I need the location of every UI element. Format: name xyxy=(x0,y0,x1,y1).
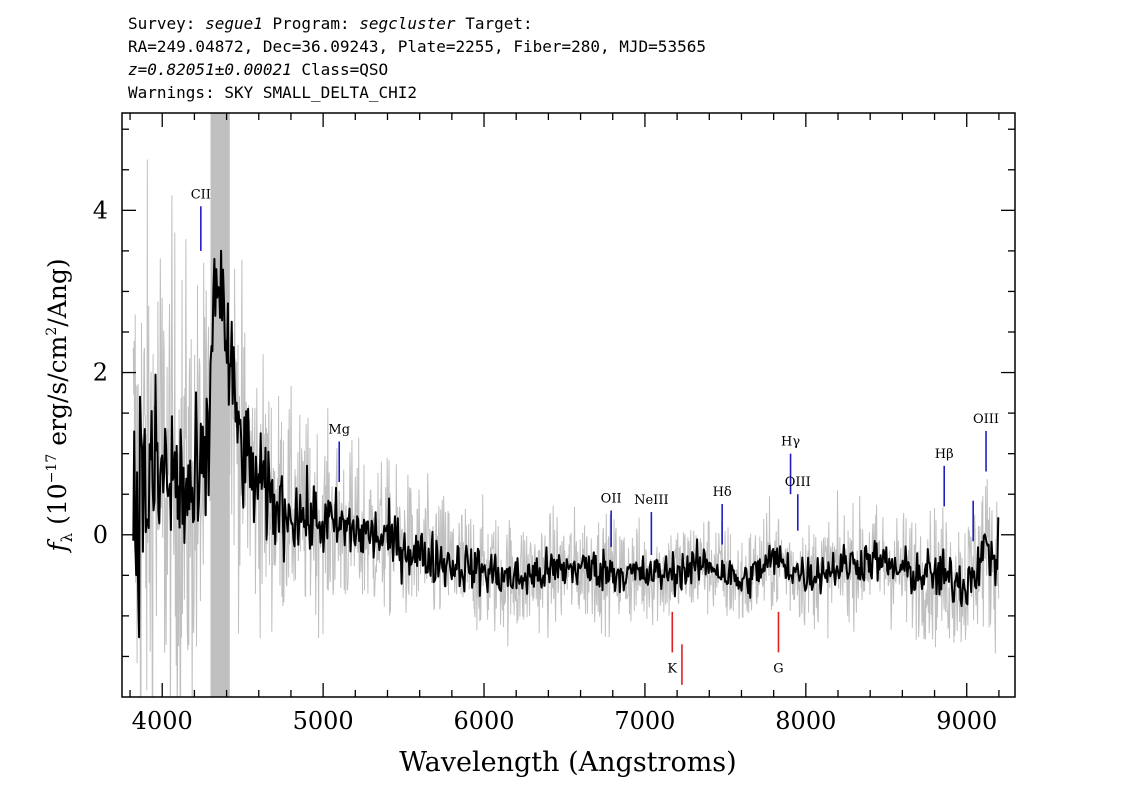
line-marker-label: G xyxy=(773,661,783,676)
x-tick-label: 5000 xyxy=(293,707,354,735)
spectrum-header: Survey: segue1 Program: segcluster Targe… xyxy=(128,12,706,104)
masked-region-band xyxy=(210,113,230,697)
plot-area xyxy=(132,113,1000,697)
x-tick-label: 9000 xyxy=(936,707,997,735)
y-axis: 0 2 4 xyxy=(93,128,1015,658)
y-tick-label: 2 xyxy=(93,359,108,387)
line-marker-label: NeIII xyxy=(634,493,668,508)
line-marker-label: Mg xyxy=(328,423,350,438)
line-marker-label: K xyxy=(667,661,677,676)
class-value: Class=QSO xyxy=(301,60,389,79)
svg-text:fλ (10−17 erg/s/cm2/Ang): fλ (10−17 erg/s/cm2/Ang) xyxy=(43,258,76,553)
header-line-redshift: z=0.82051±0.00021 Class=QSO xyxy=(128,58,706,81)
x-axis: 4000 5000 6000 7000 8000 9000 xyxy=(129,113,1000,735)
program-label: Program: xyxy=(272,14,350,33)
header-line-survey: Survey: segue1 Program: segcluster Targe… xyxy=(128,12,706,35)
x-tick-label: 8000 xyxy=(775,707,836,735)
line-marker-label: OIII xyxy=(785,475,811,490)
line-marker-label: Hδ xyxy=(713,485,732,500)
line-marker-label: Hβ xyxy=(935,447,954,462)
survey-value: segue1 xyxy=(205,14,263,33)
y-tick-label: 0 xyxy=(93,521,108,549)
line-marker-label: OII xyxy=(601,491,622,506)
redshift-value: z=0.82051±0.00021 xyxy=(128,60,292,79)
x-tick-label: 4000 xyxy=(132,707,193,735)
spectral-line-markers: CII Mg OII NeIII Hδ Hγ OIII Hβ OIII K G xyxy=(191,187,999,685)
line-marker-label: OIII xyxy=(973,412,999,427)
x-axis-title: Wavelength (Angstroms) xyxy=(399,747,736,778)
target-label: Target: xyxy=(465,14,533,33)
plot-frame xyxy=(121,112,1016,698)
program-value: segcluster xyxy=(359,14,456,33)
header-line-coordinates: RA=249.04872, Dec=36.09243, Plate=2255, … xyxy=(128,37,706,56)
flux-series-line xyxy=(132,249,1000,639)
line-marker-label: Hγ xyxy=(781,435,800,450)
survey-label: Survey: xyxy=(128,14,196,33)
x-tick-label: 7000 xyxy=(614,707,675,735)
noise-series-line xyxy=(132,113,1000,697)
y-axis-title: fλ (10−17 erg/s/cm2/Ang) xyxy=(43,258,76,553)
y-tick-label: 4 xyxy=(93,196,108,224)
line-marker-label: CII xyxy=(191,187,211,202)
x-tick-label: 6000 xyxy=(453,707,514,735)
header-line-warnings: Warnings: SKY SMALL_DELTA_CHI2 xyxy=(128,83,417,102)
